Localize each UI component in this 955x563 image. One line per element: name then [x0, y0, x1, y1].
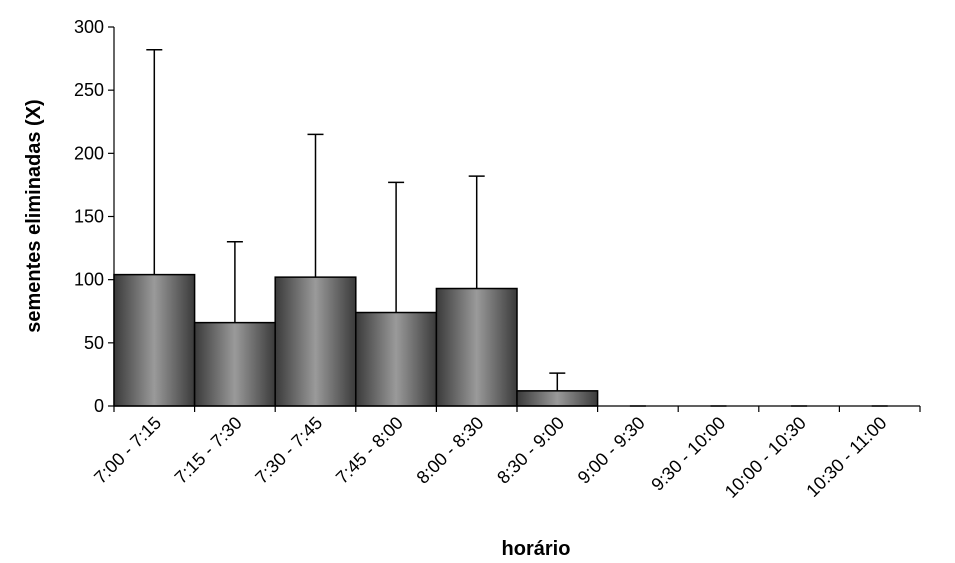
x-tick-label: 7:45 - 8:00 [332, 413, 407, 488]
x-tick-label: 7:00 - 7:15 [90, 413, 165, 488]
x-tick-label: 7:30 - 7:45 [251, 413, 326, 488]
y-tick-label: 100 [74, 270, 104, 290]
x-tick-label: 8:30 - 9:00 [493, 413, 568, 488]
axes [108, 26, 921, 412]
bar-5 [435, 287, 518, 407]
y-tick-label: 300 [74, 17, 104, 37]
tick-labels: 0 50 100 150 200 250 300 7:00 - 7:15 7:15 - 7:30… [74, 17, 891, 502]
y-axis-title: sementes eliminadas (X) [23, 99, 45, 332]
bar-2 [193, 321, 276, 407]
bar-3 [274, 276, 357, 407]
x-tick-label: 10:00 - 10:30 [721, 413, 810, 502]
y-tick-label: 150 [74, 207, 104, 227]
bars [113, 273, 888, 407]
x-tick-label: 8:00 - 8:30 [413, 413, 488, 488]
y-tick-label: 50 [84, 333, 104, 353]
x-tick-label: 10:30 - 11:00 [802, 413, 890, 501]
y-tick-label: 250 [74, 80, 104, 100]
bar-6 [516, 390, 599, 407]
y-tick-label: 0 [94, 396, 104, 416]
error-bars [146, 48, 566, 391]
bar-1 [113, 273, 196, 407]
bar-4 [355, 311, 438, 407]
y-tick-label: 200 [74, 143, 104, 163]
x-axis-title: horário [502, 538, 571, 560]
x-tick-label: 9:30 - 10:00 [647, 413, 729, 495]
x-tick-label: 7:15 - 7:30 [171, 413, 246, 488]
x-tick-label: 9:00 - 9:30 [574, 413, 649, 488]
